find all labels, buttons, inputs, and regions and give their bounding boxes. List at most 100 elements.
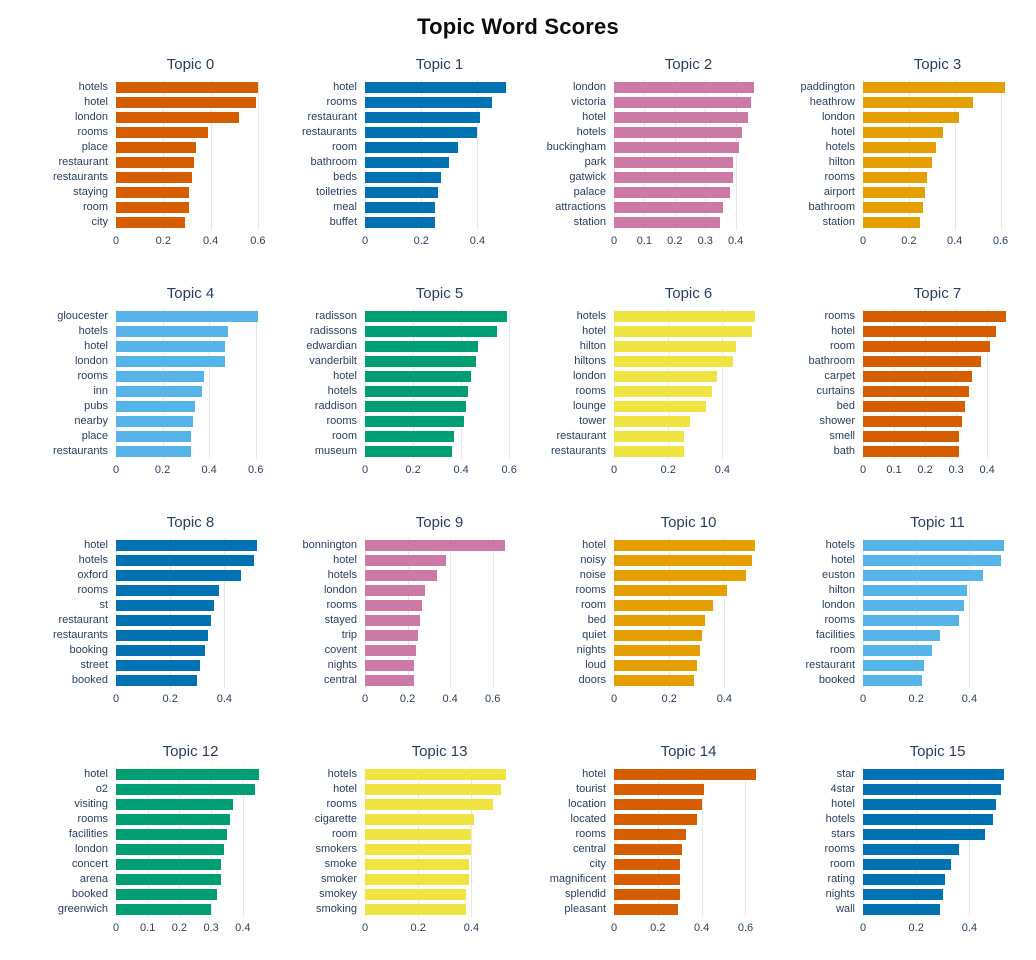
x-tick-labels: 0 0.2 0.4 bbox=[611, 464, 763, 480]
bar-row bbox=[614, 200, 763, 215]
y-axis-label: restaurants bbox=[550, 445, 606, 457]
bar-row bbox=[365, 797, 514, 812]
bar bbox=[863, 127, 944, 138]
bar bbox=[614, 341, 736, 352]
bar-row bbox=[365, 429, 514, 444]
x-tick-label: 0 bbox=[361, 464, 369, 476]
gridline bbox=[509, 309, 511, 459]
gridline bbox=[162, 309, 164, 459]
subplot-title-row: Topic 9 bbox=[273, 514, 514, 538]
x-tick-label: 0.2 bbox=[917, 464, 933, 476]
x-tick-label: 0 bbox=[859, 693, 867, 705]
gridline bbox=[492, 538, 494, 688]
y-axis-label: hotel bbox=[333, 554, 357, 566]
x-tick-label: 0 bbox=[859, 922, 867, 934]
y-axis-labels: hotel noisy noise rooms room bed quiet nights lo… bbox=[522, 538, 614, 688]
x-tick-label: 0.2 bbox=[410, 922, 426, 934]
gridline bbox=[163, 80, 165, 230]
bar bbox=[365, 844, 472, 855]
bar bbox=[863, 112, 960, 123]
bar-row bbox=[116, 110, 265, 125]
plot-area bbox=[116, 538, 265, 688]
x-axis: 0 0.2 0.4 0.6 bbox=[522, 922, 763, 938]
bar bbox=[863, 157, 932, 168]
bar bbox=[365, 341, 478, 352]
subplot-title: Topic 11 bbox=[910, 514, 965, 531]
x-tick-label: 0.2 bbox=[171, 922, 188, 934]
subplot-body: hotel o2 visiting rooms facilities london conc… bbox=[24, 767, 265, 917]
bar-row bbox=[116, 324, 265, 339]
bar-row bbox=[863, 583, 1012, 598]
y-axis-label: restaurants bbox=[301, 126, 357, 138]
bar-row bbox=[863, 185, 1012, 200]
y-axis-label: bed bbox=[587, 614, 606, 626]
x-tick-label: 0 bbox=[361, 235, 369, 247]
y-axis-label: smokey bbox=[319, 888, 357, 900]
y-axis-label: park bbox=[584, 156, 606, 168]
y-axis-label: trip bbox=[341, 629, 357, 641]
bar-row bbox=[863, 429, 1012, 444]
bar-row bbox=[614, 658, 763, 673]
bar-row bbox=[365, 628, 514, 643]
plot-area bbox=[116, 80, 265, 230]
bar-row bbox=[614, 110, 763, 125]
bar bbox=[365, 540, 506, 551]
gridline bbox=[863, 767, 864, 917]
gridline bbox=[170, 538, 172, 688]
x-tick-labels: 0 0.2 0.4 0.6 bbox=[361, 464, 517, 480]
x-tick-label: 0.4 bbox=[202, 235, 219, 247]
gridline bbox=[863, 309, 864, 459]
gridline bbox=[863, 80, 864, 230]
bar-row bbox=[116, 444, 265, 459]
bar bbox=[116, 889, 218, 900]
subplot-body: hotel noisy noise rooms room bed quiet nights lo… bbox=[522, 538, 763, 688]
y-axis-label: rooms bbox=[326, 599, 357, 611]
x-tick-label: 0.4 bbox=[463, 922, 480, 934]
y-axis-label: shower bbox=[819, 415, 855, 427]
bar bbox=[365, 570, 438, 581]
y-axis-label: noise bbox=[579, 569, 606, 581]
bar-row bbox=[863, 673, 1012, 688]
y-axis-label: magnificent bbox=[549, 873, 606, 885]
x-axis-spacer bbox=[273, 235, 365, 251]
y-axis-label: restaurant bbox=[805, 659, 855, 671]
bar bbox=[116, 202, 190, 213]
y-axis-label: victoria bbox=[571, 96, 606, 108]
bar bbox=[365, 217, 436, 228]
x-axis: 0 0.2 0.4 bbox=[273, 235, 514, 251]
y-axis-label: hotels bbox=[78, 81, 108, 93]
bar bbox=[116, 82, 258, 93]
bar-row bbox=[614, 444, 763, 459]
subplot-body: london victoria hotel hotels buckingham park g… bbox=[522, 80, 763, 230]
y-axis-label: hotel bbox=[333, 81, 357, 93]
x-axis-spacer bbox=[273, 922, 365, 938]
gridline bbox=[257, 80, 259, 230]
y-axis-label: room bbox=[331, 828, 357, 840]
y-axis-label: london bbox=[572, 370, 606, 382]
y-axis-label: buckingham bbox=[546, 141, 606, 153]
x-tick-label: 0.2 bbox=[413, 235, 429, 247]
gridline bbox=[956, 309, 958, 459]
y-axis-label: hilton bbox=[579, 340, 606, 352]
bar bbox=[116, 217, 185, 228]
y-axis-label: hotels bbox=[327, 385, 357, 397]
bar bbox=[863, 600, 965, 611]
bar bbox=[365, 431, 454, 442]
y-axis-labels: hotel rooms restaurant restaurants room bathr… bbox=[273, 80, 365, 230]
y-axis-label: paddington bbox=[800, 81, 855, 93]
x-axis-spacer bbox=[24, 235, 116, 251]
y-axis-labels: paddington heathrow london hotel hotels hilto… bbox=[771, 80, 863, 230]
y-axis-label: beds bbox=[333, 171, 357, 183]
bar bbox=[863, 570, 983, 581]
subplot-body: hotel hotels oxford rooms st restaurant restau… bbox=[24, 538, 265, 688]
y-axis-label: splendid bbox=[565, 888, 606, 900]
bar bbox=[614, 416, 690, 427]
bar-row bbox=[614, 185, 763, 200]
bar-row bbox=[614, 339, 763, 354]
bar bbox=[116, 446, 191, 457]
y-axis-labels: hotels hotel hilton hiltons london rooms loung… bbox=[522, 309, 614, 459]
bar bbox=[116, 97, 256, 108]
bar-row bbox=[365, 369, 514, 384]
x-tick-labels: 0 0.2 0.4 bbox=[859, 693, 1012, 709]
bar-row bbox=[116, 598, 265, 613]
